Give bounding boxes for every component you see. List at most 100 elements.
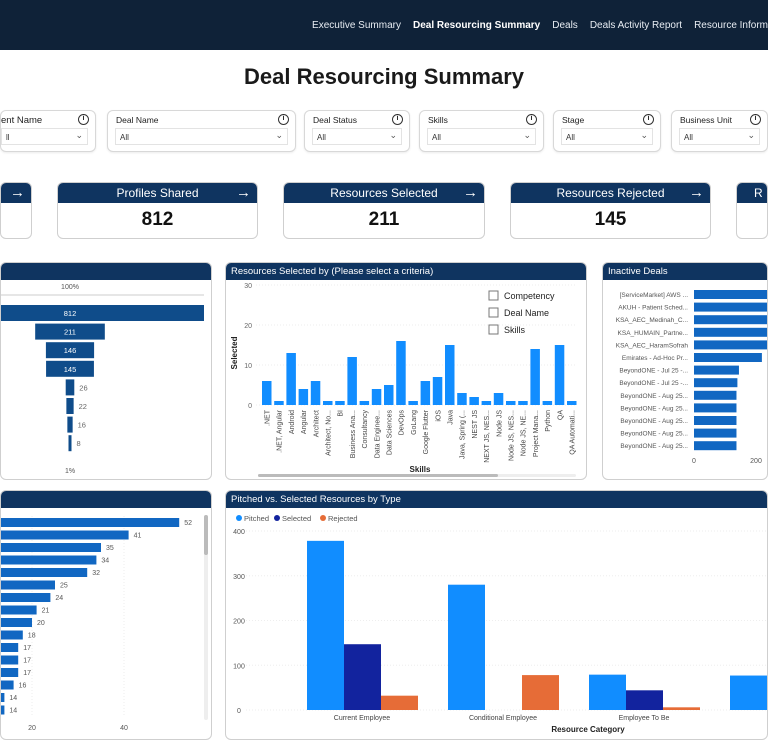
bar-selected (626, 690, 663, 710)
filter-dropdown[interactable]: ll ⌄ (1, 128, 88, 145)
chevron-down-icon: ⌄ (275, 130, 283, 140)
panel-title: Inactive Deals (603, 263, 767, 280)
panel-header (1, 491, 211, 508)
kpi-value: 211 (368, 209, 400, 230)
skill-bar (371, 389, 382, 405)
x-tick-label: Current Employee (334, 715, 391, 722)
chevron-down-icon: ⌄ (75, 130, 83, 140)
skills-panel: Resources Selected by (Please select a c… (225, 262, 587, 480)
bar-value: 17 (23, 645, 31, 652)
legend-marker (236, 515, 242, 521)
x-tick-label: GoLang (411, 410, 418, 435)
kpi-card[interactable]: → (0, 182, 32, 239)
filter-dropdown[interactable]: All ⌄ (115, 128, 288, 145)
skill-bar (445, 345, 455, 405)
filter-dropdown[interactable]: All ⌄ (561, 128, 653, 145)
funnel-value: 146 (64, 346, 77, 355)
filter-dropdown[interactable]: All ⌄ (312, 128, 402, 145)
filter-label: Business Unit (680, 115, 732, 125)
skill-bar (286, 353, 296, 405)
nav-deals-activity-report[interactable]: Deals Activity Report (589, 19, 683, 31)
bar-value: 35 (106, 545, 114, 552)
deal-label: BeyondONE - Aug 25... (620, 431, 688, 438)
skill-bar (432, 377, 443, 405)
funnel-bar (46, 360, 94, 377)
nav-deal-resourcing-summary[interactable]: Deal Resourcing Summary (412, 19, 541, 31)
filter-slicer: Deal Status i All ⌄ (304, 110, 410, 152)
funnel-bar (66, 398, 74, 414)
y-tick-label: 0 (237, 708, 241, 715)
legend-marker (274, 515, 280, 521)
deal-bar (694, 403, 737, 413)
bar (1, 618, 32, 627)
bar-value: 25 (60, 583, 68, 590)
bar (1, 593, 51, 602)
skill-bar (542, 401, 553, 405)
filter-slicer: Business Unit i All ⌄ (671, 110, 768, 152)
skill-bar (298, 389, 309, 405)
x-axis-title: Resource Category (551, 725, 625, 734)
arrow-right-icon[interactable]: → (689, 184, 704, 201)
info-icon[interactable]: i (278, 114, 289, 125)
info-icon[interactable]: i (526, 114, 537, 125)
skill-bar (310, 381, 321, 405)
criteria-option-label: Competency (504, 291, 555, 301)
deal-bar (694, 290, 767, 299)
bar (1, 655, 19, 665)
x-tick-label: DevOps (399, 410, 406, 436)
nav-deals[interactable]: Deals (552, 19, 578, 31)
y-tick-label: 400 (233, 529, 245, 536)
bar (1, 680, 14, 690)
skill-bar (518, 401, 528, 405)
nav-executive-summary[interactable]: Executive Summary (312, 19, 401, 31)
filter-dropdown[interactable]: All ⌄ (679, 128, 760, 145)
criteria-option-label: Skills (504, 325, 526, 335)
bar-value: 41 (134, 533, 142, 540)
kpi-header: R (737, 183, 767, 203)
checkbox[interactable] (488, 307, 499, 318)
x-tick-label: Business Ana... (350, 410, 357, 458)
checkbox[interactable] (488, 290, 499, 301)
bar-rejected (381, 695, 418, 710)
x-tick-label: Java, Spring (... (460, 410, 467, 459)
info-icon[interactable]: i (750, 114, 761, 125)
kpi-card[interactable]: Resources Selected → 211 (283, 182, 485, 239)
filter-dropdown[interactable]: All ⌄ (427, 128, 536, 145)
funnel-top-label: 100% (61, 284, 79, 291)
info-icon[interactable]: i (392, 114, 403, 125)
bar-pitched (589, 674, 626, 710)
arrow-right-icon[interactable]: → (463, 184, 478, 201)
deal-bar (694, 416, 737, 425)
y-tick-label: 20 (244, 323, 252, 330)
deal-label: BeyondONE - Aug 25... (620, 443, 688, 450)
deal-label: BeyondONE - Jul 25 -... (619, 380, 688, 387)
skill-bar (396, 341, 406, 405)
arrow-right-icon[interactable]: → (10, 184, 25, 201)
skill-bar (262, 381, 272, 405)
deal-bar (694, 340, 767, 350)
arrow-right-icon[interactable]: → (236, 184, 251, 201)
filter-label: Deal Name (116, 115, 159, 125)
info-icon[interactable]: i (78, 114, 89, 125)
x-tick-label: Architect, No... (326, 410, 333, 456)
scrollbar-thumb[interactable] (204, 515, 208, 555)
filter-value: All (432, 133, 441, 142)
x-tick-label: QA Automati... (570, 410, 577, 455)
x-tick-label: 200 (750, 458, 762, 465)
x-tick-label: Project Mana... (533, 410, 540, 457)
x-tick-label: NEXT JS, NES... (484, 410, 491, 463)
filter-value: All (566, 133, 575, 142)
kpi-card[interactable]: Profiles Shared → 812 (57, 182, 258, 239)
kpi-card[interactable]: Resources Rejected → 145 (510, 182, 711, 239)
kpi-card[interactable]: R (736, 182, 768, 239)
funnel-value: 22 (79, 402, 87, 411)
pitched-vs-selected-panel: Pitched vs. Selected Resources by Type P… (225, 490, 768, 740)
checkbox[interactable] (488, 324, 499, 335)
panel-title: Resources Selected by (Please select a c… (226, 263, 586, 280)
info-icon[interactable]: i (643, 114, 654, 125)
scrollbar-thumb[interactable] (258, 474, 498, 477)
deal-bar (694, 441, 737, 451)
nav-resource-information[interactable]: Resource Inform (694, 19, 768, 31)
skill-bar (554, 345, 565, 405)
x-tick-label: 0 (692, 458, 696, 465)
